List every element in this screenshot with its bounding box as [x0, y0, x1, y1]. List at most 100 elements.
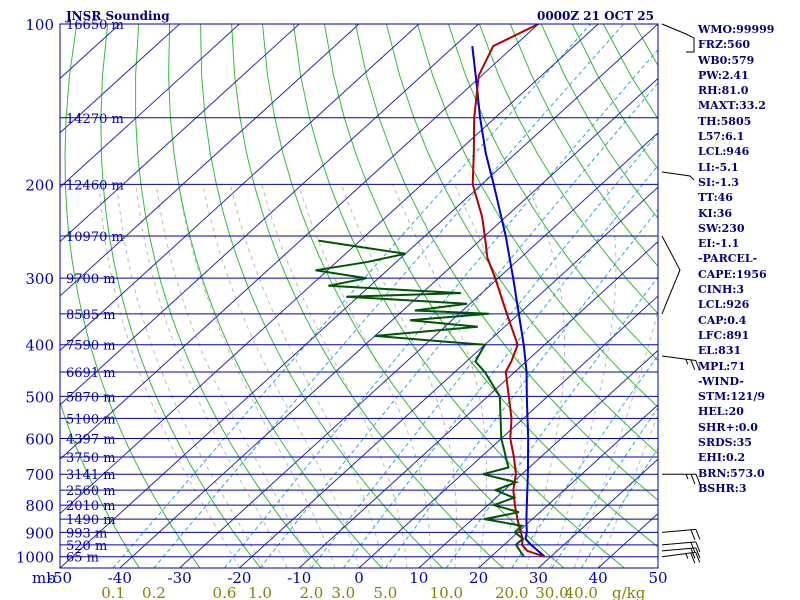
index-item: SRDS:35: [698, 436, 752, 450]
index-item: SHR+:0.0: [698, 420, 758, 434]
index-item: LI:-5.1: [698, 160, 739, 174]
chart-title: JNSR Sounding: [65, 9, 170, 23]
dry-adiabat-line: [416, 24, 658, 408]
isotherm-line: [478, 404, 658, 568]
mixing-ratio-line: [153, 24, 624, 568]
wind-barbs: [661, 355, 701, 564]
wind-barb-half-flag: [685, 553, 689, 559]
isotherm-line: [60, 24, 240, 188]
isotherm-line: [60, 24, 599, 515]
moist-adiabat-line: [178, 184, 336, 568]
isotherm-line: [298, 240, 658, 568]
parcel-path-line: [471, 45, 546, 558]
mixing-ratio-line: [224, 48, 658, 568]
index-item: FRZ:560: [698, 38, 751, 52]
isotherms: [60, 24, 658, 568]
height-label: 14270 m: [66, 112, 124, 127]
dry-adiabat-line: [509, 24, 658, 267]
index-item: MAXT:33.2: [698, 99, 766, 113]
index-item: CAPE:1956: [698, 267, 767, 281]
moist-adiabat-line: [230, 184, 384, 568]
height-label: 2560 m: [66, 484, 116, 499]
mixing-ratio-label: 0.6: [213, 584, 237, 600]
wind-barb-staff: [661, 547, 696, 552]
isotherm-line: [60, 24, 180, 134]
wind-barb-flag: [695, 552, 701, 563]
height-label: 2010 m: [66, 499, 116, 514]
wind-barb-staff: [661, 528, 696, 533]
isotherm-line: [60, 24, 420, 352]
index-item: SI:-1.3: [698, 175, 739, 189]
index-item: PW:2.41: [698, 68, 749, 82]
mixing-ratio-label: 2.0: [300, 584, 324, 600]
mixing-ratio-line: [511, 354, 658, 568]
wind-barb: [661, 528, 701, 540]
index-item: CINH:3: [698, 283, 745, 297]
isotherm-line: [119, 77, 658, 568]
mixing-ratio-line: [551, 406, 658, 568]
mixing-ratio-label: 0.2: [142, 584, 166, 600]
index-item: WMO:99999: [698, 23, 775, 36]
mixing-ratio-line: [259, 82, 658, 568]
dry-adiabat-line: [231, 24, 504, 568]
height-label: 3750 m: [66, 451, 116, 466]
isotherm-line: [418, 349, 658, 568]
dry-adiabat-line: [478, 24, 658, 315]
dry-adiabat-line: [60, 400, 140, 568]
wind-barb-half-flag: [685, 474, 689, 480]
moist-adiabat-line: [202, 184, 360, 568]
moist-adiabat-line: [525, 184, 566, 568]
moist-adiabat-line: [98, 184, 240, 568]
moist-adiabat-line: [392, 184, 487, 568]
mixing-ratio-line: [384, 208, 658, 568]
index-item: TT:46: [698, 191, 733, 205]
dry-adiabat-line: [200, 24, 443, 568]
index-item: EL:831: [698, 344, 742, 358]
temperature-tick-label: 50: [648, 569, 667, 587]
shear-bracket: [661, 171, 695, 181]
wind-barb-flag: [695, 547, 701, 559]
height-label: 520 m: [66, 539, 107, 554]
dry-adiabat-line: [262, 24, 565, 568]
index-item: LFC:891: [698, 328, 750, 342]
temperature-tick-label: 20: [469, 569, 488, 587]
isotherm-line: [60, 24, 479, 406]
index-item: TH:5805: [698, 114, 752, 128]
wind-barb-flag: [690, 552, 696, 564]
moist-adiabat-line: [573, 308, 658, 568]
isotherm-line: [239, 186, 658, 568]
isotherm-line: [358, 295, 658, 568]
cape-bracket: [661, 235, 681, 315]
isobars: [60, 24, 658, 568]
height-label: 16650 m: [66, 18, 124, 33]
index-item: BRN:573.0: [698, 466, 765, 480]
pressure-tick-label: 400: [25, 337, 54, 355]
mixing-ratio-label: 30.0: [535, 584, 568, 600]
dewpoint-line: [315, 239, 525, 558]
moist-adiabat-line: [597, 413, 658, 568]
dry-adiabat-line: [447, 24, 658, 362]
pressure-tick-label: 1000: [16, 549, 54, 567]
mixing-ratio-line: [342, 164, 658, 568]
height-label: 4397 m: [66, 433, 116, 448]
height-label: 993 m: [66, 526, 107, 541]
mixing-ratio-line: [311, 132, 658, 568]
height-label: 65 m: [66, 551, 99, 566]
moist-adiabats: [98, 184, 658, 568]
index-item: SW:230: [698, 221, 745, 235]
index-item: L57:6.1: [698, 130, 745, 144]
index-item: LCL:946: [698, 145, 750, 159]
moist-adiabat-line: [116, 184, 264, 568]
temperature-tick-label: 10: [409, 569, 428, 587]
isotherm-line: [60, 24, 360, 297]
height-label: 9700 m: [66, 272, 116, 287]
mixing-ratio-label: 40.0: [565, 584, 598, 600]
temperature-tick-label: 30: [529, 569, 548, 587]
pressure-tick-label: 600: [25, 431, 54, 449]
unit-label-gkg: g/kg: [612, 584, 646, 600]
pressure-tick-label: 500: [25, 388, 54, 406]
mixing-ratio-line: [445, 276, 658, 568]
index-item: CAP:0.4: [698, 313, 747, 327]
pressure-tick-label: 300: [25, 270, 54, 288]
wind-barb-staff: [661, 551, 696, 558]
